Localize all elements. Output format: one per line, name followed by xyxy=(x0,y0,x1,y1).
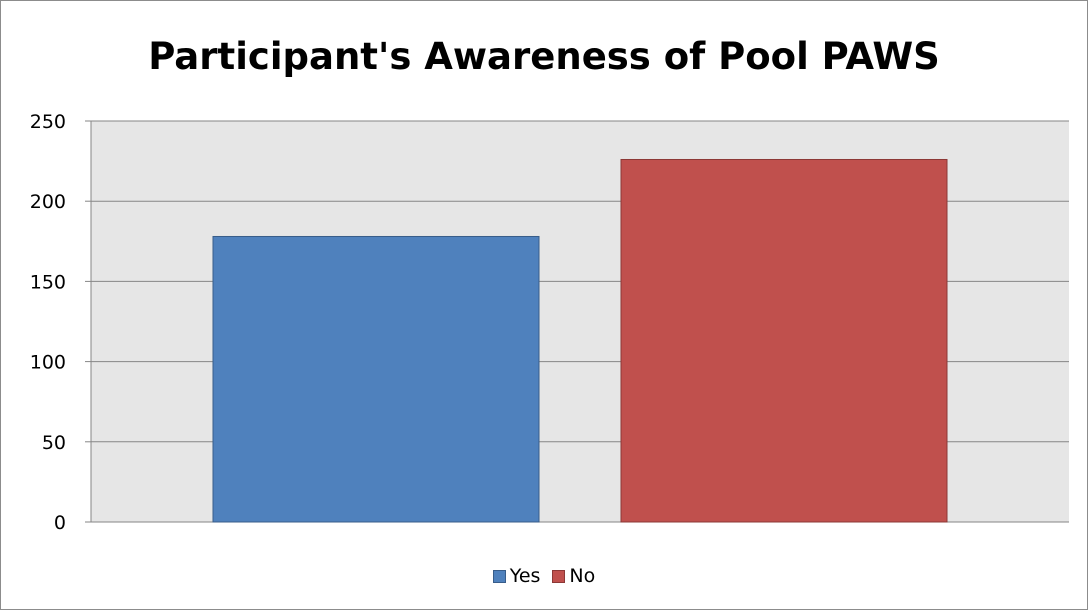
y-tick-label: 100 xyxy=(30,352,66,374)
bar-no xyxy=(620,158,948,523)
legend-item-yes: Yes xyxy=(492,565,541,587)
legend-item-no: No xyxy=(552,565,595,587)
legend-label-no: No xyxy=(569,565,596,587)
legend-swatch-yes xyxy=(492,569,506,583)
legend-label-yes: Yes xyxy=(509,565,541,587)
y-tick-label: 50 xyxy=(42,432,66,454)
chart-legend: Yes No xyxy=(1,565,1087,587)
bar-yes xyxy=(212,235,540,523)
y-tick-label: 250 xyxy=(30,111,66,133)
chart-title: Participant's Awareness of Pool PAWS xyxy=(148,35,940,78)
legend-swatch-no xyxy=(552,569,566,583)
y-tick-label: 200 xyxy=(30,191,66,213)
y-tick-label: 0 xyxy=(54,512,66,534)
y-tick-label: 150 xyxy=(30,271,66,293)
